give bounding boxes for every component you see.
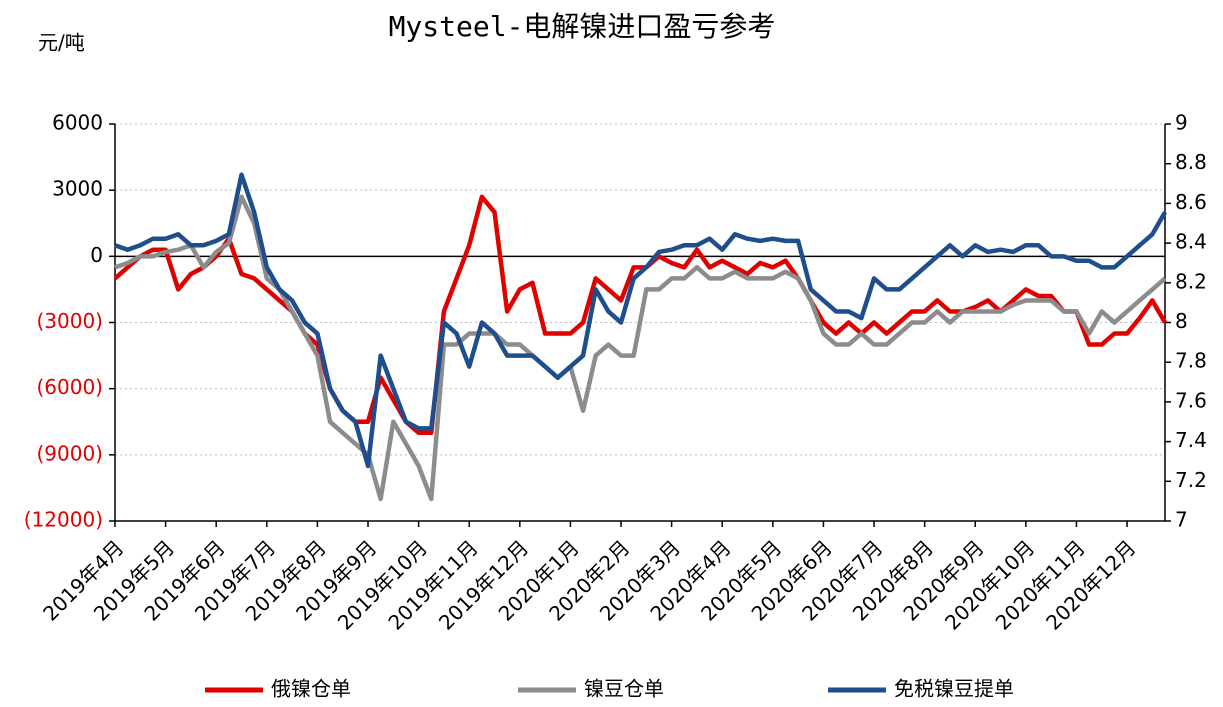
y-axis-label: 元/吨 [38,31,85,55]
y-tick-label: 6000 [52,111,103,135]
y2-tick-label: 8 [1175,309,1188,333]
y2-tick-label: 7.6 [1175,388,1207,412]
series-line [114,194,1167,502]
y2-tick-label: 8.2 [1175,269,1207,293]
series-line [114,172,1167,469]
y-tick-label: (12000) [24,508,103,532]
y2-tick-label: 8.6 [1175,190,1207,214]
y2-tick-label: 7 [1175,508,1188,532]
y2-tick-label: 9 [1175,111,1188,135]
y2-tick-label: 8.4 [1175,230,1207,254]
y-tick-label: (6000) [36,375,103,399]
y-tick-label: 0 [90,243,103,267]
y2-tick-label: 8.8 [1175,150,1207,174]
legend-label: 俄镍仓单 [271,677,351,701]
y-tick-label: (3000) [36,309,103,333]
y-tick-label: 3000 [52,177,103,201]
y-tick-label: (9000) [36,441,103,465]
y2-tick-label: 7.4 [1175,428,1207,452]
chart-title: Mysteel-电解镍进口盈亏参考 [389,10,776,43]
legend-label: 免税镍豆提单 [894,677,1014,701]
y2-tick-label: 7.2 [1175,468,1207,492]
legend-label: 镍豆仓单 [584,677,664,701]
y2-tick-label: 7.8 [1175,349,1207,373]
